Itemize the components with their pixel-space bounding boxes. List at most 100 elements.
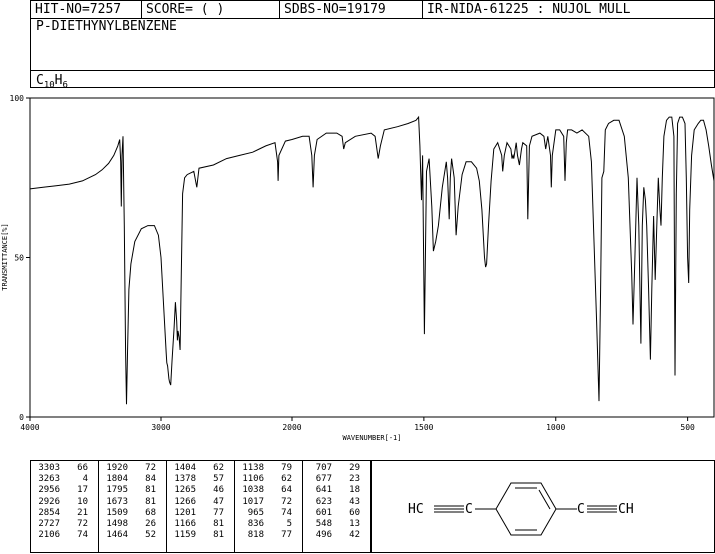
x-tick-label: 1000 [546, 423, 565, 432]
peak-transmittance: 23 [349, 474, 360, 485]
ir-nida-info: IR-NIDA-61225 : NUJOL MULL [427, 2, 631, 17]
peak-wavenumber: 641 [315, 485, 332, 496]
peak-transmittance: 64 [281, 485, 292, 496]
peak-transmittance: 4 [82, 474, 88, 485]
structure-diagram: HC C C CH [408, 482, 634, 536]
peak-wavenumber: 1464 [106, 530, 128, 541]
x-tick-label: 3000 [151, 423, 170, 432]
peak-transmittance: 77 [281, 530, 292, 541]
y-tick-label: 100 [10, 94, 25, 103]
peak-row: 1266 47 [168, 497, 224, 508]
peak-row: 1509 68 [100, 508, 156, 519]
peak-row: 836 5 [236, 519, 292, 530]
peak-wavenumber: 1795 [106, 485, 128, 496]
compound-name: P-DIETHYNYLBENZENE [36, 19, 177, 34]
peak-row: 2727 72 [32, 519, 88, 530]
peak-row: 641 18 [304, 485, 360, 496]
peak-transmittance: 46 [213, 485, 224, 496]
peak-wavenumber: 965 [247, 507, 264, 518]
peak-transmittance: 79 [281, 463, 292, 473]
peak-transmittance: 43 [349, 496, 360, 507]
structure-carbon: C [577, 502, 585, 517]
y-axis-label: TRANSMITTANCE[%] [1, 223, 9, 290]
peak-row: 2926 10 [32, 497, 88, 508]
peak-column-divider [166, 460, 167, 553]
molecular-formula: C10H6 [36, 73, 68, 91]
peak-wavenumber: 1509 [106, 507, 128, 518]
hit-number: HIT-NO=7257 [35, 2, 122, 17]
peak-transmittance: 10 [77, 496, 88, 507]
peak-row: 1673 81 [100, 497, 156, 508]
peak-column: 1138 79 1106 62 1038 64 1017 72 965 74 836 5 818 77 [234, 460, 302, 553]
peak-wavenumber: 1017 [242, 496, 264, 507]
aromatic-bond [538, 489, 551, 510]
peak-row: 818 77 [236, 530, 292, 541]
benzene-ring [495, 482, 557, 536]
peak-wavenumber: 818 [247, 530, 264, 541]
peak-wavenumber: 496 [315, 530, 332, 541]
x-axis-label: WAVENUMBER[-1] [342, 434, 401, 442]
peak-row: 1159 81 [168, 530, 224, 541]
peak-wavenumber: 2106 [38, 530, 60, 541]
peak-wavenumber: 707 [315, 463, 332, 473]
peak-transmittance: 72 [145, 463, 156, 473]
peak-transmittance: 42 [349, 530, 360, 541]
peak-wavenumber: 1378 [174, 474, 196, 485]
structure-box: HC C C CH [371, 460, 715, 553]
header-divider [279, 1, 280, 18]
peak-row: 1804 84 [100, 474, 156, 485]
peak-transmittance: 81 [213, 519, 224, 530]
header-divider [422, 1, 423, 18]
structure-carbon: C [465, 502, 473, 517]
peak-wavenumber: 548 [315, 519, 332, 530]
x-tick-label: 500 [680, 423, 695, 432]
x-tick-label: 2000 [282, 423, 301, 432]
plot-frame [29, 97, 715, 418]
peak-row: 3303 66 [32, 463, 88, 474]
header-box: HIT-NO=7257 SCORE= ( ) SDBS-NO=19179 IR-… [30, 0, 715, 91]
peak-transmittance: 29 [349, 463, 360, 473]
peak-row: 1038 64 [236, 485, 292, 496]
peak-wavenumber: 836 [247, 519, 264, 530]
structure-right-label: CH [618, 502, 634, 517]
peak-transmittance: 68 [145, 507, 156, 518]
peak-transmittance: 84 [145, 474, 156, 485]
peak-wavenumber: 623 [315, 496, 332, 507]
header-divider [141, 1, 142, 18]
peak-transmittance: 62 [281, 474, 292, 485]
peak-wavenumber: 1159 [174, 530, 196, 541]
peak-transmittance: 74 [77, 530, 88, 541]
peak-row: 1138 79 [236, 463, 292, 474]
peak-row: 1201 77 [168, 508, 224, 519]
peak-wavenumber: 1038 [242, 485, 264, 496]
y-tick-label: 50 [14, 254, 24, 263]
peak-row: 2106 74 [32, 530, 88, 541]
peak-transmittance: 52 [145, 530, 156, 541]
peak-transmittance: 18 [349, 485, 360, 496]
peak-transmittance: 81 [145, 485, 156, 496]
peak-row: 3263 4 [32, 474, 88, 485]
peak-transmittance: 26 [145, 519, 156, 530]
peak-row: 1498 26 [100, 519, 156, 530]
peak-wavenumber: 1138 [242, 463, 264, 473]
peak-row: 2956 17 [32, 485, 88, 496]
structure-left-label: HC [408, 502, 424, 517]
peak-row: 1795 81 [100, 485, 156, 496]
peak-column-divider [234, 460, 235, 553]
peak-column: 1404 62 1378 57 1265 46 1266 47 1201 77 1166 81 1159… [166, 460, 234, 553]
peak-row: 2854 21 [32, 508, 88, 519]
peak-row: 1106 62 [236, 474, 292, 485]
peak-row: 707 29 [304, 463, 360, 474]
peak-wavenumber: 1920 [106, 463, 128, 473]
peak-transmittance: 72 [281, 496, 292, 507]
peak-wavenumber: 1266 [174, 496, 196, 507]
peak-transmittance: 62 [213, 463, 224, 473]
peak-row: 1378 57 [168, 474, 224, 485]
x-tick-label: 1500 [414, 423, 433, 432]
peak-row: 496 42 [304, 530, 360, 541]
peak-wavenumber: 1166 [174, 519, 196, 530]
peak-transmittance: 13 [349, 519, 360, 530]
peak-transmittance: 5 [286, 519, 292, 530]
peak-wavenumber: 3263 [38, 474, 60, 485]
peak-row: 1404 62 [168, 463, 224, 474]
